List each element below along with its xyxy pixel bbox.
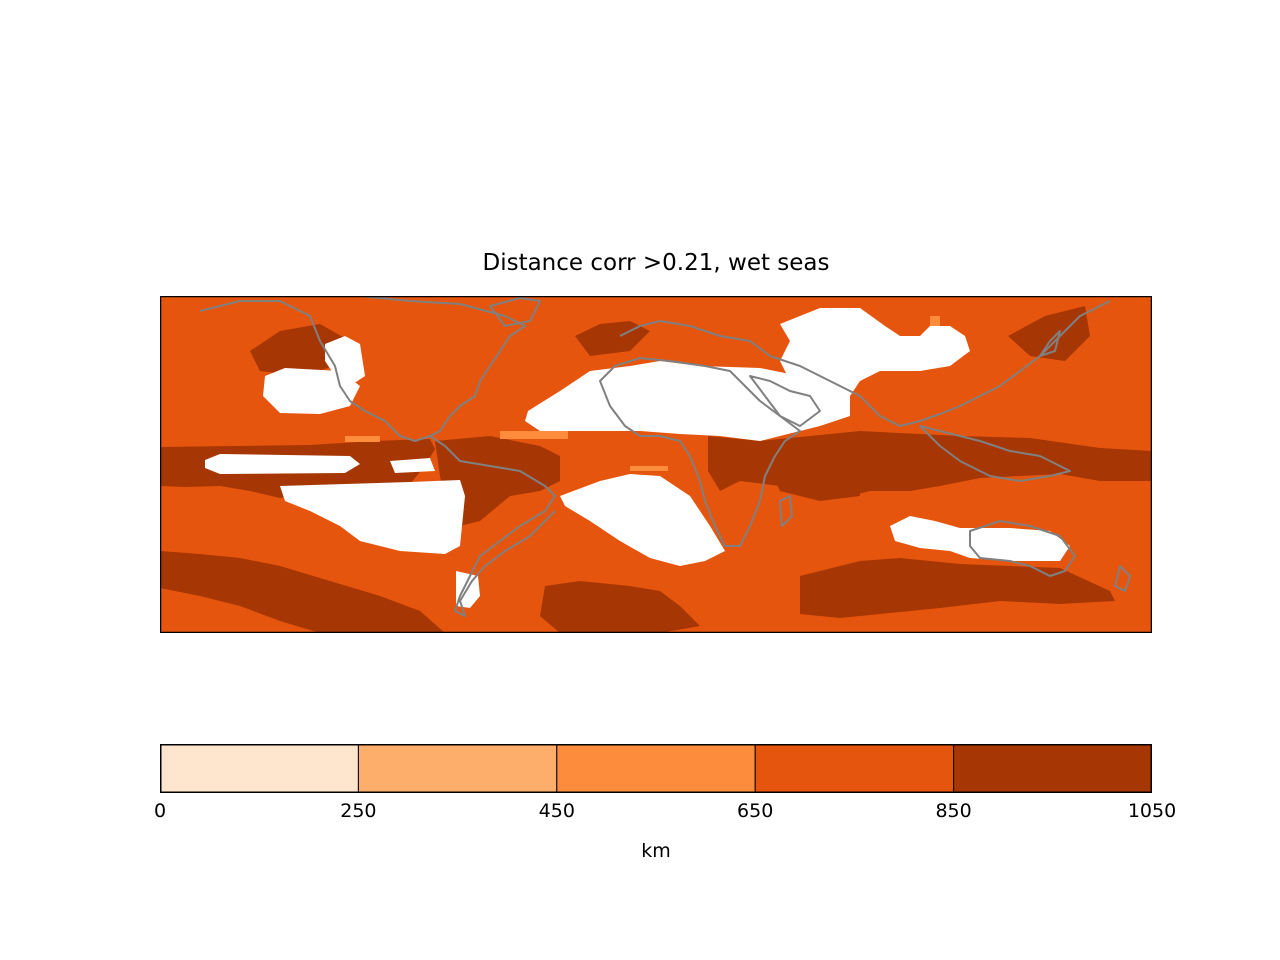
colorbar-tick-label: 1050 [1127, 800, 1177, 822]
map-border [160, 296, 1152, 633]
mask-central-asia [780, 308, 970, 396]
colorbar-tick-label: 0 [153, 800, 167, 822]
masked-regions [205, 308, 1070, 608]
colorbar [160, 744, 1152, 793]
colorbar-segment [357, 744, 558, 793]
colorbar-tick-label: 450 [538, 800, 575, 822]
region-southern-ocean-pacific [160, 551, 445, 633]
mask-pacific-equatorial-strip [205, 454, 360, 474]
patch-caribbean [345, 436, 380, 442]
colorbar-svg [160, 744, 1152, 793]
coastline-north-america [199, 296, 526, 442]
coastline-south-america [429, 435, 556, 617]
coastline-southeast-asia [919, 425, 1071, 482]
coastlines [199, 296, 1131, 617]
colorbar-border [160, 744, 1152, 793]
patch-tropical-atlantic [500, 431, 568, 439]
colorbar-tick-label: 250 [340, 800, 377, 822]
colorbar-segment [953, 744, 1152, 793]
region-southern-ocean-atlantic [540, 581, 700, 633]
coastline-madagascar [779, 495, 793, 527]
mask-north-pacific [263, 368, 360, 414]
patch-north-africa-coast [630, 466, 668, 471]
mask-southeast-pacific [280, 480, 465, 554]
coastline-greenland [489, 297, 541, 327]
colorbar-tick-label: 850 [935, 800, 972, 822]
colorbar-segment [754, 744, 955, 793]
coastline-arabia [749, 375, 821, 427]
colorbar-tick-label: 650 [737, 800, 774, 822]
region-amazon-atlantic [435, 436, 560, 526]
mask-gulf-strip [390, 458, 435, 473]
colorbar-segment [556, 744, 756, 793]
mask-southeast-indian-ocean [890, 516, 1070, 561]
region-southern-ocean-indian [800, 558, 1115, 618]
region-north-pacific-west [1008, 306, 1090, 361]
coastline-australia [969, 520, 1076, 577]
chart-title: Distance corr >0.21, wet seas [482, 250, 830, 276]
map-svg [160, 296, 1152, 633]
patch-east-asia [930, 316, 940, 330]
colorbar-label: km [641, 840, 671, 862]
coastline-japan [1039, 330, 1061, 357]
map-plot-area [160, 296, 1152, 633]
region-north-indian-patch [760, 436, 860, 501]
coastline-eurasia [619, 300, 1111, 427]
mask-south-atlantic [560, 474, 725, 566]
coastline-new-zealand [1114, 565, 1131, 592]
coastline-africa [599, 357, 801, 547]
mask-alaska [325, 336, 365, 386]
region-north-pacific-east [250, 324, 350, 376]
colorbar-segment [160, 744, 359, 793]
